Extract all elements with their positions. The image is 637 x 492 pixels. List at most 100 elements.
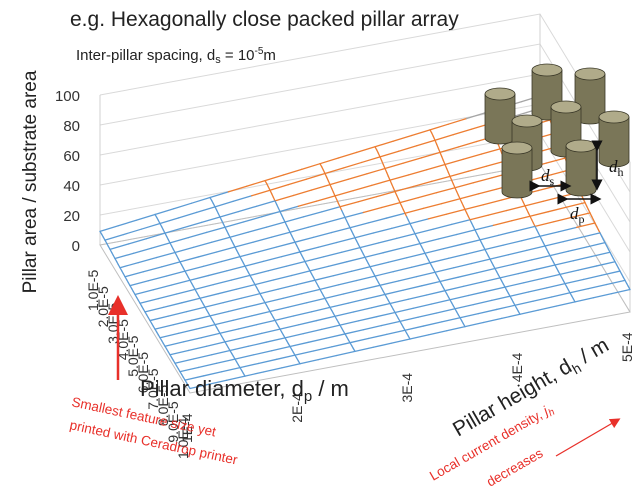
surface-segment — [171, 279, 191, 286]
surface-segment — [262, 256, 283, 263]
surface-segment — [401, 242, 421, 249]
surface-segment — [391, 222, 411, 229]
surface-segment — [276, 354, 296, 360]
surface-segment — [444, 285, 464, 292]
label-dh-main: d — [609, 157, 618, 176]
surface-segment — [151, 242, 171, 249]
z-axis-ticks: 0 20 40 60 80 100 — [55, 88, 80, 255]
surface-segment — [259, 288, 279, 295]
surface-segment — [466, 248, 486, 255]
surface-segment — [251, 189, 271, 197]
surface-segment — [452, 128, 473, 136]
surface-segment — [252, 350, 273, 356]
label-dp-main: d — [570, 204, 579, 223]
surface-segment — [532, 173, 553, 181]
surface-segment — [559, 269, 579, 276]
surface-segment — [356, 146, 376, 154]
surface-segment — [384, 167, 388, 174]
surface-segment — [299, 246, 319, 253]
surface-segment — [297, 200, 318, 207]
surface-segment — [429, 123, 449, 131]
surface-segment — [474, 224, 494, 231]
surface-segment — [234, 354, 254, 360]
surface-segment — [416, 139, 436, 147]
surface-segment — [234, 241, 254, 248]
surface-segment — [181, 297, 201, 304]
surface-segment — [271, 231, 291, 238]
y-tick-label: 4E-4 — [509, 353, 525, 383]
surface-segment — [389, 179, 393, 185]
surface-segment — [109, 243, 129, 251]
surface-segment — [387, 257, 408, 263]
surface-segment — [394, 190, 398, 196]
surface-segment — [229, 345, 249, 352]
surface-segment — [219, 210, 239, 218]
surface-segment — [547, 206, 568, 213]
surface-segment — [357, 195, 378, 203]
surface-segment — [392, 266, 413, 273]
surface-segment — [146, 232, 166, 240]
surface-segment — [149, 315, 169, 322]
x-axis-label-sub: p — [304, 388, 312, 405]
y-tick-label: 1E-4 — [179, 413, 195, 443]
surface-segment — [386, 212, 406, 219]
surface-segment — [477, 308, 498, 315]
surface-segment — [357, 316, 378, 322]
surface-segment — [587, 283, 608, 290]
surface-segment — [319, 157, 339, 165]
surface-segment — [326, 176, 329, 182]
surface-segment — [282, 168, 303, 176]
surface-segment — [211, 349, 231, 356]
surface-segment — [432, 135, 436, 141]
surface-segment — [436, 143, 439, 149]
surface-segment — [272, 274, 293, 281]
surface-segment — [222, 297, 243, 304]
surface-segment — [379, 156, 383, 162]
surface-segment — [516, 225, 536, 232]
surface-segment — [402, 285, 423, 291]
surface-segment — [572, 255, 593, 262]
surface-segment — [206, 226, 226, 234]
pillar — [531, 63, 563, 121]
surface-segment — [454, 303, 474, 310]
z-tick-label: 60 — [63, 148, 80, 165]
surface-segment — [196, 323, 216, 330]
surface-segment — [294, 236, 314, 243]
surface-segment — [501, 313, 521, 320]
surface-segment — [161, 261, 181, 268]
surface-segment — [517, 268, 538, 275]
surface-segment — [307, 221, 328, 228]
label-dp-sub: p — [579, 212, 585, 226]
surface-segment — [382, 247, 403, 254]
surface-segment — [294, 350, 314, 356]
surface-segment — [494, 263, 514, 270]
surface-segment — [507, 249, 528, 256]
surface-segment — [459, 312, 479, 319]
surface-segment — [414, 228, 434, 235]
surface-segment — [434, 267, 454, 273]
surface-segment — [459, 193, 479, 200]
surface-segment — [581, 232, 601, 238]
surface-segment — [179, 256, 199, 263]
surface-segment — [439, 151, 443, 158]
surface-segment — [279, 205, 299, 213]
label-dh: dh — [609, 157, 624, 179]
surface-segment — [497, 143, 501, 150]
surface-segment — [454, 182, 474, 189]
surface-segment — [279, 324, 299, 330]
surface-segment — [224, 336, 244, 343]
surface-segment — [264, 174, 284, 182]
surface-segment — [147, 275, 168, 282]
surface-segment — [444, 163, 448, 170]
surface-segment — [472, 299, 493, 306]
surface-segment — [331, 187, 334, 193]
label-ds-sub: s — [550, 174, 555, 188]
surface-segment — [402, 157, 423, 164]
surface-segment — [257, 246, 278, 253]
surface-segment — [439, 276, 459, 283]
surface-segment — [539, 231, 559, 237]
surface-segment — [276, 241, 296, 248]
surface-segment — [376, 311, 396, 318]
surface-segment — [337, 279, 358, 286]
